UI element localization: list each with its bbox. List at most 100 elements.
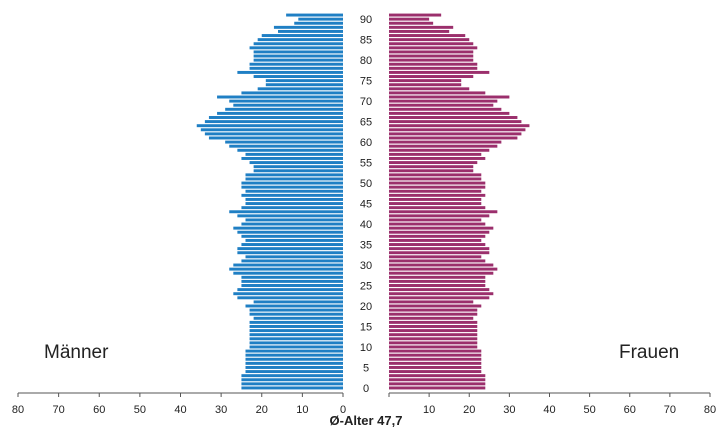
male-bar [245, 357, 343, 361]
female-bar [389, 386, 486, 390]
male-bar [249, 62, 343, 66]
female-bar [389, 251, 490, 255]
male-bars [196, 13, 343, 390]
male-bar [217, 111, 343, 115]
age-tick-label: 70 [360, 96, 372, 108]
female-bar [389, 87, 470, 91]
male-bar [233, 226, 343, 230]
female-bar [389, 29, 450, 33]
x-axis-tick-label: 30 [215, 404, 227, 416]
female-bar [389, 161, 478, 165]
x-axis-tick-label: 10 [423, 404, 435, 416]
female-bar [389, 13, 442, 17]
female-bar [389, 329, 478, 333]
female-bar [389, 111, 510, 115]
female-bar [389, 144, 498, 148]
x-axis-tick-label: 50 [134, 404, 146, 416]
male-bar [233, 271, 343, 275]
female-bar [389, 214, 490, 218]
male-bar [237, 247, 343, 251]
male-bar [294, 21, 343, 25]
male-bar [257, 38, 343, 42]
age-tick-label: 90 [360, 14, 372, 26]
male-bar [273, 25, 343, 29]
male-bar [200, 128, 343, 132]
female-bar [389, 263, 494, 267]
female-bar [389, 255, 482, 259]
male-bar [249, 308, 343, 312]
age-tick-label: 10 [360, 342, 372, 354]
male-bar [249, 341, 343, 345]
x-axis-tick-label: 70 [53, 404, 65, 416]
male-bar [204, 120, 343, 124]
female-bar [389, 62, 478, 66]
female-bar [389, 296, 490, 300]
male-bar [237, 296, 343, 300]
male-bar [253, 50, 343, 54]
female-bar [389, 312, 478, 316]
age-tick-label: 55 [360, 158, 372, 170]
female-bar [389, 349, 482, 353]
male-bar [249, 320, 343, 324]
female-bar [389, 320, 478, 324]
female-bar [389, 46, 478, 50]
female-bar [389, 136, 518, 140]
female-bar [389, 124, 530, 128]
age-tick-label: 30 [360, 260, 372, 272]
age-tick-label: 0 [363, 383, 369, 395]
female-bar [389, 116, 518, 119]
female-bar [389, 107, 502, 111]
male-bar [249, 66, 343, 70]
female-bar [389, 259, 486, 263]
female-bar [389, 140, 502, 144]
male-bar [253, 58, 343, 62]
male-bar [241, 386, 343, 390]
female-bar [389, 38, 470, 42]
x-axis-tick-label: 30 [503, 404, 515, 416]
age-axis-labels: 0 5 10 15 20 25 30 35 40 45 50 55 60 65 70 75 80 85 90 [360, 14, 372, 395]
male-bar [233, 263, 343, 267]
male-bar [241, 234, 343, 238]
male-bar [253, 316, 343, 320]
male-bar [245, 370, 343, 374]
male-bar [233, 103, 343, 107]
female-bar [389, 271, 494, 275]
age-tick-label: 20 [360, 301, 372, 313]
female-bar [389, 169, 474, 173]
age-tick-label: 50 [360, 178, 372, 190]
male-bar [245, 218, 343, 222]
age-tick-label: 60 [360, 137, 372, 149]
age-tick-label: 85 [360, 35, 372, 47]
female-bar [389, 267, 498, 271]
male-bar [245, 304, 343, 308]
male-bar [237, 288, 343, 292]
female-bar [389, 189, 482, 193]
female-bar [389, 247, 490, 251]
female-bar [389, 21, 434, 25]
male-bar [249, 312, 343, 316]
age-tick-label: 45 [360, 199, 372, 211]
female-bar [389, 70, 490, 74]
female-bar [389, 210, 498, 214]
male-bar [261, 34, 343, 38]
male-bar [241, 193, 343, 197]
female-bar [389, 238, 482, 242]
male-bar [208, 116, 343, 119]
female-bar [389, 345, 478, 349]
female-bar [389, 243, 486, 247]
female-bar [389, 316, 474, 320]
x-axis-tick-label: 40 [174, 404, 186, 416]
female-bar [389, 378, 486, 382]
male-bar [237, 148, 343, 152]
male-bar [245, 202, 343, 206]
male-bar [204, 132, 343, 136]
x-axis-tick-label: 80 [12, 404, 24, 416]
male-bar [241, 156, 343, 160]
male-bar [249, 333, 343, 337]
female-bar [389, 25, 454, 29]
male-bar [241, 279, 343, 283]
female-bar [389, 66, 478, 70]
age-tick-label: 40 [360, 219, 372, 231]
x-axis-tick-label: 60 [93, 404, 105, 416]
female-bar [389, 148, 490, 152]
